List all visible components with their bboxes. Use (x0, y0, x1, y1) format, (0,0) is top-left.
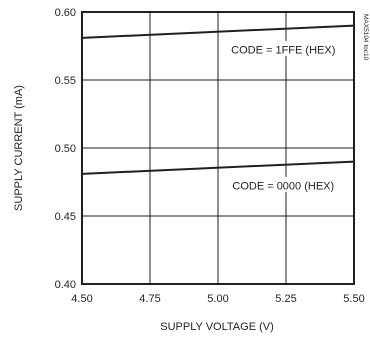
plot-frame (81, 11, 355, 285)
series-annotation-1: CODE = 1FFE (HEX) (231, 44, 335, 56)
y-axis-label: SUPPLY CURRENT (mA) (13, 85, 25, 211)
series-line-1 (81, 24, 355, 39)
tick-layer: 4.50 4.75 5.00 5.25 5.50 0.40 0.45 0.50 0.55 0.60 (55, 7, 365, 305)
grid (82, 12, 354, 284)
x-tick-label: 4.75 (139, 293, 160, 305)
series-layer (81, 24, 355, 175)
annotation-layer: CODE = 1FFE (HEX) CODE = 0000 (HEX) (224, 40, 343, 192)
x-tick-label: 4.50 (71, 293, 92, 305)
y-tick-label: 0.55 (55, 75, 76, 87)
y-tick-label: 0.50 (55, 143, 76, 155)
y-tick-label: 0.45 (55, 211, 76, 223)
x-axis-label: SUPPLY VOLTAGE (V) (160, 321, 274, 333)
x-tick-label: 5.50 (343, 293, 364, 305)
y-tick-label: 0.40 (55, 279, 76, 291)
series-annotation-2: CODE = 0000 (HEX) (232, 180, 334, 192)
watermark-text: MAX5104 toc10 (362, 14, 369, 61)
x-tick-label: 5.00 (207, 293, 228, 305)
series-line-2 (81, 160, 355, 175)
annotation-backdrop (224, 40, 343, 56)
annotation-backdrop (224, 176, 343, 192)
x-tick-label: 5.25 (275, 293, 296, 305)
y-tick-label: 0.60 (55, 7, 76, 19)
